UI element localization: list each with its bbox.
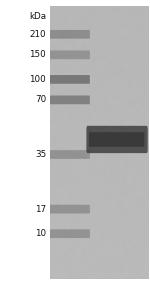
Text: 150: 150 (30, 50, 46, 59)
Text: 17: 17 (35, 205, 46, 214)
Text: 10: 10 (35, 229, 46, 238)
FancyBboxPatch shape (50, 50, 90, 59)
FancyBboxPatch shape (50, 150, 90, 159)
FancyBboxPatch shape (50, 229, 90, 238)
FancyBboxPatch shape (50, 95, 90, 104)
Text: kDa: kDa (29, 12, 46, 22)
Text: 210: 210 (30, 30, 46, 39)
FancyBboxPatch shape (50, 205, 90, 213)
Text: 100: 100 (30, 75, 46, 84)
FancyBboxPatch shape (89, 132, 144, 147)
Text: 70: 70 (35, 95, 46, 104)
FancyBboxPatch shape (50, 30, 90, 39)
FancyBboxPatch shape (50, 75, 90, 84)
Text: 35: 35 (35, 150, 46, 159)
FancyBboxPatch shape (86, 126, 148, 153)
